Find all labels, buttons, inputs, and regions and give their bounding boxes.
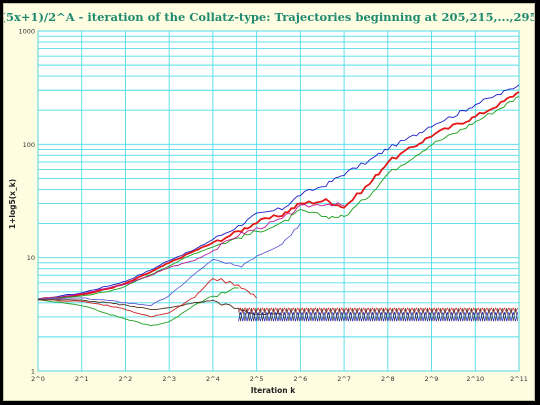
series-line xyxy=(37,202,345,301)
grid xyxy=(37,30,520,372)
x-tick-label: 2^11 xyxy=(510,375,528,383)
x-tick-label: 2^4 xyxy=(206,375,220,383)
x-tick-label: 2^6 xyxy=(294,375,308,383)
series-line xyxy=(37,277,257,318)
y-tick-label: 10 xyxy=(27,254,35,262)
x-tick-label: 2^9 xyxy=(425,375,439,383)
x-tick-label: 2^7 xyxy=(337,375,351,383)
x-tick-label: 2^1 xyxy=(75,375,89,383)
series-line xyxy=(37,299,283,316)
cycle-band-line xyxy=(238,307,519,322)
y-tick-label: 1000 xyxy=(18,28,35,36)
series-line xyxy=(37,84,520,300)
x-tick-label: 2^3 xyxy=(162,375,176,383)
y-tick-label: 1 xyxy=(31,368,35,376)
x-tick-label: 2^2 xyxy=(119,375,133,383)
tick-labels: 2^0 2^1 2^2 2^3 2^4 2^5 2^6 2^7 2^8 2^9 2^10 2^11 1 1… xyxy=(18,28,527,384)
x-axis-label: Iteration k xyxy=(251,386,296,395)
chart-panel: (5x+1)/2^A - iteration of the Collatz-ty… xyxy=(3,3,535,401)
chart-title: (5x+1)/2^A - iteration of the Collatz-ty… xyxy=(4,10,534,24)
x-tick-label: 2^8 xyxy=(381,375,395,383)
y-axis-label: 1+log5(x_k) xyxy=(8,179,17,229)
series-line xyxy=(37,223,301,307)
y-tick-label: 100 xyxy=(23,141,35,149)
series-layer xyxy=(37,84,520,327)
x-tick-label: 2^0 xyxy=(31,375,45,383)
x-tick-label: 2^10 xyxy=(466,375,484,383)
chart: (5x+1)/2^A - iteration of the Collatz-ty… xyxy=(4,10,534,395)
series-line xyxy=(37,91,520,301)
series-line xyxy=(37,287,239,327)
x-tick-label: 2^5 xyxy=(250,375,264,383)
